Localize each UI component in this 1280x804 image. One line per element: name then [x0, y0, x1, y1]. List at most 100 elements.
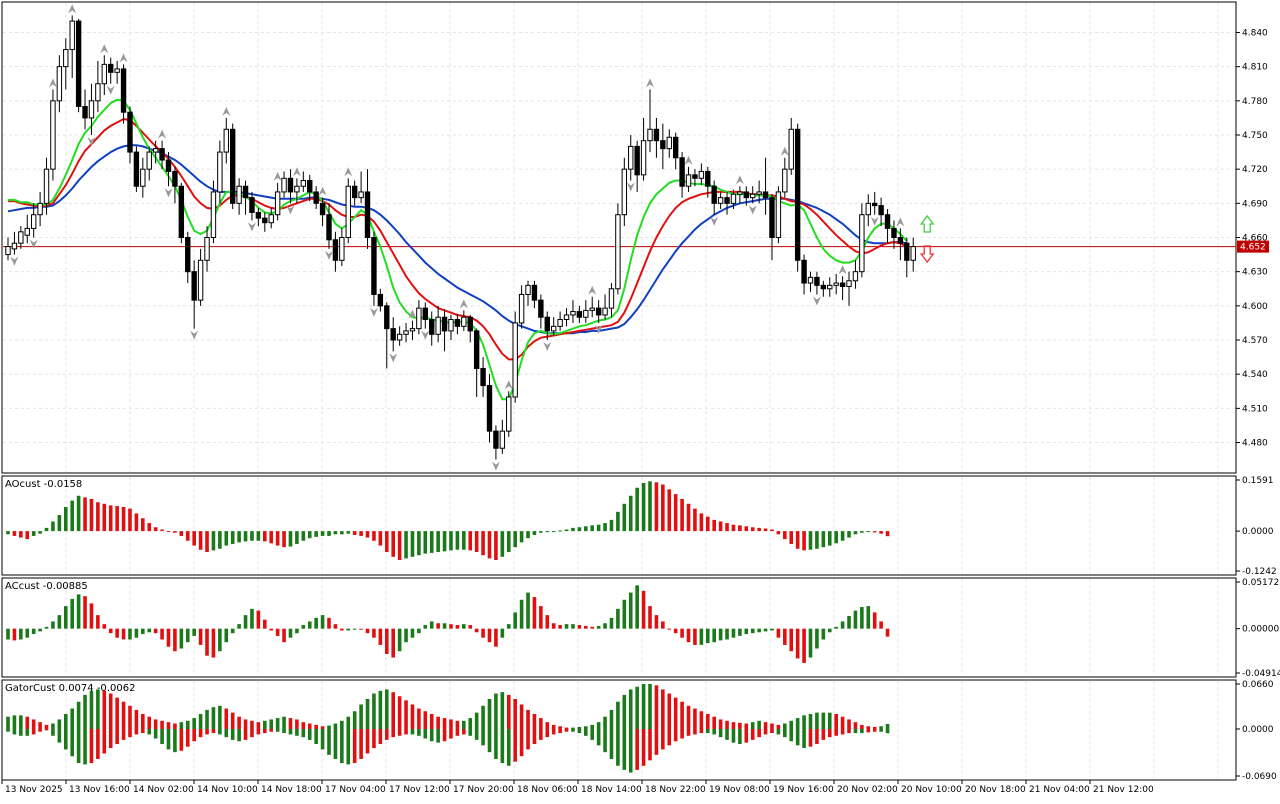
candle-body — [493, 430, 499, 449]
histogram-bar — [532, 597, 537, 629]
gator-lower-bar — [83, 728, 87, 765]
gator-lower-bar — [661, 728, 665, 750]
gator-lower-bar — [256, 728, 261, 735]
gator-lower-bar — [879, 728, 883, 732]
histogram-bar — [166, 628, 171, 647]
gator-upper-bar — [282, 716, 286, 729]
gator-lower-bar — [654, 728, 659, 755]
y-tick-label: 0.00000 — [1242, 625, 1279, 635]
histogram-bar — [795, 531, 800, 549]
gator-lower-bar — [840, 728, 845, 735]
histogram-bar — [314, 531, 318, 537]
histogram-bar — [108, 505, 113, 532]
gator-lower-bar — [359, 728, 363, 759]
candle-body — [396, 333, 403, 341]
candle-body — [242, 185, 249, 199]
gator-upper-bar — [770, 723, 774, 729]
histogram-bar — [192, 628, 196, 636]
histogram-bar — [738, 525, 742, 532]
histogram-bar — [879, 621, 883, 629]
gator-upper-bar — [442, 718, 447, 729]
histogram-bar — [237, 531, 241, 543]
gator-upper-bar — [346, 716, 351, 729]
histogram-bar — [596, 625, 601, 629]
histogram-bar — [57, 515, 62, 532]
candle-body — [217, 151, 223, 193]
gator-upper-bar — [744, 723, 749, 729]
candle-body — [435, 316, 441, 335]
gator-upper-bar — [686, 705, 691, 729]
candle-body — [159, 148, 165, 161]
histogram-bar — [320, 615, 325, 629]
candle-body — [782, 168, 788, 193]
gator-upper-bar — [205, 709, 209, 729]
gator-lower-bar — [327, 728, 331, 755]
gator-lower-bar — [506, 728, 511, 766]
histogram-bar — [551, 623, 556, 629]
histogram-bar — [667, 489, 672, 532]
gator-lower-bar — [802, 728, 806, 749]
histogram-bar — [577, 527, 582, 532]
gator-lower-bar — [282, 728, 286, 734]
x-tick-label: 18 Nov 14:00 — [581, 785, 642, 795]
y-tick-label: 0.0000 — [1242, 725, 1274, 735]
histogram-bar — [211, 531, 216, 551]
histogram-bar — [211, 628, 216, 658]
gator-lower-bar — [667, 728, 672, 746]
histogram-bar — [789, 531, 794, 544]
gator-lower-bar — [275, 728, 280, 732]
fractal-down-marker — [710, 216, 719, 226]
candle-body — [146, 151, 152, 170]
gator-upper-bar — [795, 718, 800, 729]
histogram-bar — [173, 531, 177, 533]
histogram-bar — [134, 513, 139, 532]
histogram-bar — [847, 616, 851, 629]
histogram-bar — [243, 615, 248, 629]
candle-body — [409, 328, 416, 332]
histogram-bar — [179, 628, 184, 649]
histogram-bar — [609, 617, 614, 629]
histogram-bar — [750, 628, 755, 634]
candle-body — [486, 385, 493, 432]
gator-lower-bar — [76, 728, 81, 764]
histogram-bar — [641, 590, 646, 629]
candle-body — [904, 242, 910, 261]
histogram-bar — [141, 518, 145, 532]
histogram-bar — [885, 531, 890, 537]
gator-lower-bar — [635, 728, 639, 770]
fractal-down-marker — [812, 296, 821, 306]
histogram-bar — [346, 531, 351, 534]
candle-body — [897, 237, 904, 244]
candle-body — [82, 106, 88, 119]
gator-lower-bar — [192, 728, 196, 742]
candle-body — [762, 191, 769, 199]
histogram-bar — [596, 524, 601, 532]
candle-body — [730, 193, 737, 204]
gator-lower-bar — [885, 728, 890, 734]
gator-upper-bar — [519, 704, 524, 729]
candle-body — [698, 170, 705, 179]
x-tick-label: 21 Nov 12:00 — [1093, 785, 1154, 795]
histogram-bar — [571, 527, 575, 532]
gator-lower-bar — [102, 728, 107, 754]
histogram-bar — [449, 531, 453, 551]
candle-body — [685, 174, 692, 187]
candle-body — [615, 214, 621, 290]
histogram-bar — [693, 508, 697, 532]
histogram-bar — [166, 531, 171, 533]
gator-upper-bar — [539, 718, 543, 729]
candle-body — [602, 307, 608, 316]
histogram-bar — [57, 615, 62, 629]
gator-lower-bar — [827, 728, 832, 738]
histogram-bar — [673, 494, 678, 532]
gator-upper-bar — [301, 722, 306, 729]
candle-body — [820, 284, 827, 290]
gator-upper-bar — [821, 712, 826, 729]
gator-upper-bar — [153, 719, 158, 729]
histogram-bar — [391, 628, 395, 658]
gator-upper-bar — [860, 724, 864, 729]
candle-body — [313, 191, 319, 204]
gator-upper-bar — [89, 690, 94, 729]
